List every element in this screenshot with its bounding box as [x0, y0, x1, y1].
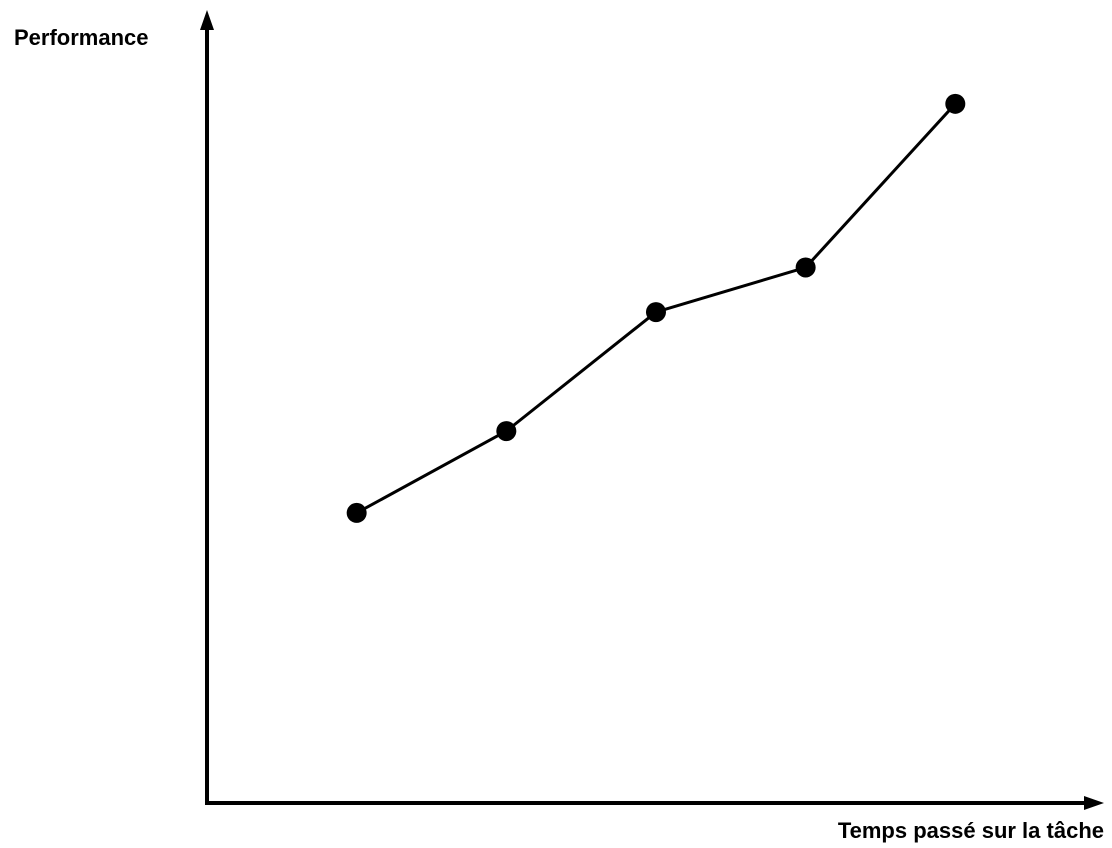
- series-line-segment: [655, 266, 807, 314]
- series-line-segment: [804, 102, 957, 269]
- data-point: [945, 93, 966, 114]
- series-marks: [346, 93, 966, 523]
- data-point: [346, 502, 367, 523]
- x-axis-arrowhead: [1084, 796, 1104, 810]
- data-point: [645, 302, 666, 323]
- y-axis-arrowhead: [200, 10, 214, 30]
- series-line-segment: [505, 310, 657, 433]
- y-axis-label: Performance: [14, 25, 149, 50]
- x-axis-label: Temps passé sur la tâche: [838, 818, 1104, 843]
- data-point: [496, 421, 517, 442]
- series-line-segment: [355, 429, 508, 515]
- data-point: [795, 257, 816, 278]
